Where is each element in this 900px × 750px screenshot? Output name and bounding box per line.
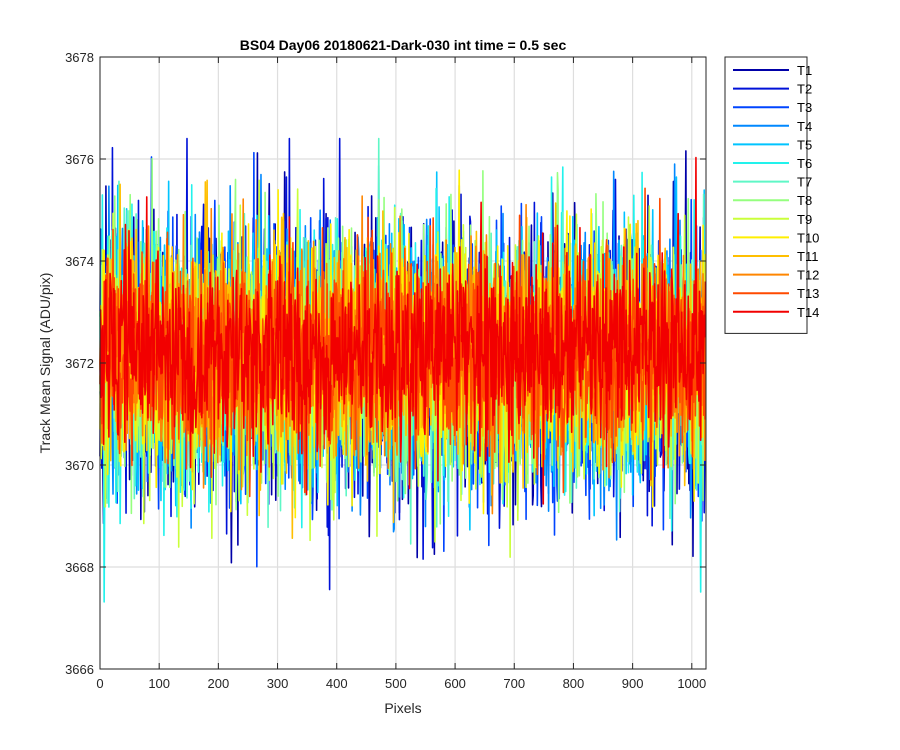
legend-label-t14: T14 <box>797 305 819 320</box>
y-tick-label: 3674 <box>65 254 94 269</box>
x-tick-label: 1000 <box>677 676 706 691</box>
x-tick-label: 900 <box>622 676 644 691</box>
x-tick-label: 0 <box>96 676 103 691</box>
legend-label-t8: T8 <box>797 193 812 208</box>
y-axis-label: Track Mean Signal (ADU/pix) <box>37 273 53 454</box>
series-line-t14 <box>99 156 707 505</box>
legend-label-t10: T10 <box>797 230 819 245</box>
y-tick-label: 3676 <box>65 152 94 167</box>
legend-label-t2: T2 <box>797 82 812 97</box>
x-tick-label: 700 <box>503 676 525 691</box>
legend-label-t7: T7 <box>797 175 812 190</box>
y-tick-label: 3668 <box>65 560 94 575</box>
legend-label-t13: T13 <box>797 286 819 301</box>
y-tick-label: 3666 <box>65 662 94 677</box>
legend-label-t5: T5 <box>797 137 812 152</box>
y-axis-ticks: 3666 3668 3670 3672 3674 3676 3678 <box>65 50 706 677</box>
x-tick-label: 800 <box>563 676 585 691</box>
x-tick-label: 300 <box>267 676 289 691</box>
x-axis-ticks: 0 100 200 300 400 500 600 700 800 900 1000 <box>96 57 706 691</box>
x-tick-label: 600 <box>444 676 466 691</box>
legend-label-t12: T12 <box>797 268 819 283</box>
y-tick-label: 3678 <box>65 50 94 65</box>
x-tick-label: 100 <box>148 676 170 691</box>
series-lines <box>99 137 707 603</box>
legend-label-t9: T9 <box>797 212 812 227</box>
legend-box <box>724 56 808 334</box>
x-axis-label: Pixels <box>384 700 421 716</box>
x-tick-label: 500 <box>385 676 407 691</box>
legend-label-t11: T11 <box>797 249 818 264</box>
legend-label-t1: T1 <box>797 63 812 78</box>
legend-label-t3: T3 <box>797 100 812 115</box>
legend-label-t4: T4 <box>797 119 812 134</box>
legend: T1 T2 T3 T4 T5 T6 T7 T8 T9 T10 T11 T12 T13 T14 <box>724 56 819 334</box>
legend-label-t6: T6 <box>797 156 812 171</box>
x-tick-label: 400 <box>326 676 348 691</box>
chart-title: BS04 Day06 20180621-Dark-030 int time = … <box>240 37 567 53</box>
y-tick-label: 3672 <box>65 356 94 371</box>
x-tick-label: 200 <box>208 676 230 691</box>
y-tick-label: 3670 <box>65 458 94 473</box>
